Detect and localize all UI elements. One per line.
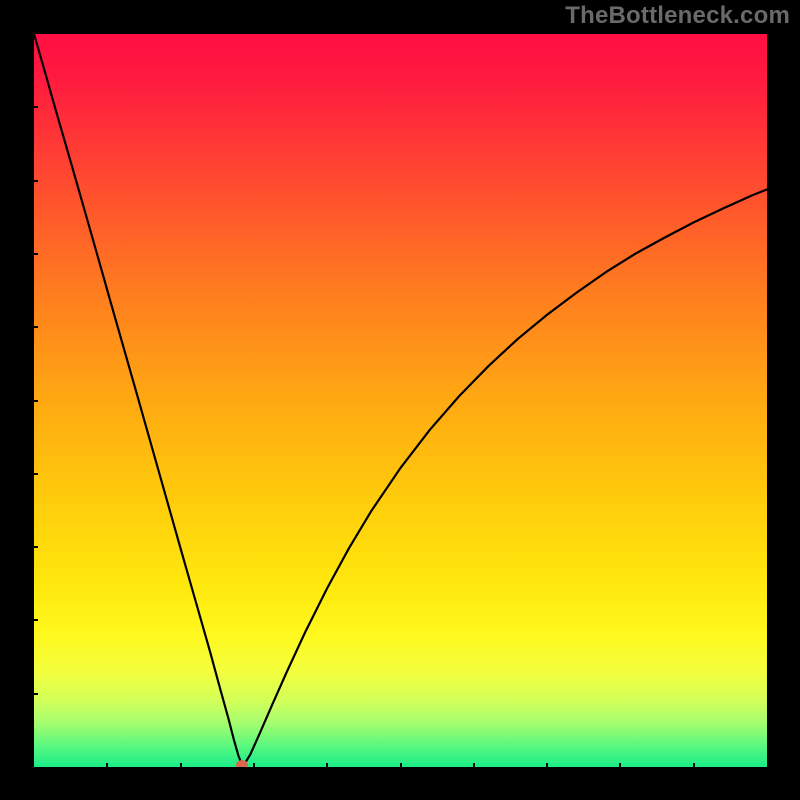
gradient-background [34,34,767,767]
watermark-text: TheBottleneck.com [565,2,790,30]
x-tick [473,763,475,767]
y-tick [34,180,38,182]
y-tick [34,473,38,475]
plot-area [34,34,767,767]
optimal-point-marker [236,760,248,767]
y-tick [34,106,38,108]
x-tick [180,763,182,767]
x-tick [400,763,402,767]
plot-svg [34,34,767,767]
chart-container: TheBottleneck.com [0,0,800,800]
y-tick [34,326,38,328]
y-tick [34,619,38,621]
x-tick [619,763,621,767]
x-tick [106,763,108,767]
y-tick [34,546,38,548]
y-tick [34,693,38,695]
y-tick [34,400,38,402]
x-tick [546,763,548,767]
y-tick [34,253,38,255]
x-tick [326,763,328,767]
x-tick [253,763,255,767]
x-tick [693,763,695,767]
